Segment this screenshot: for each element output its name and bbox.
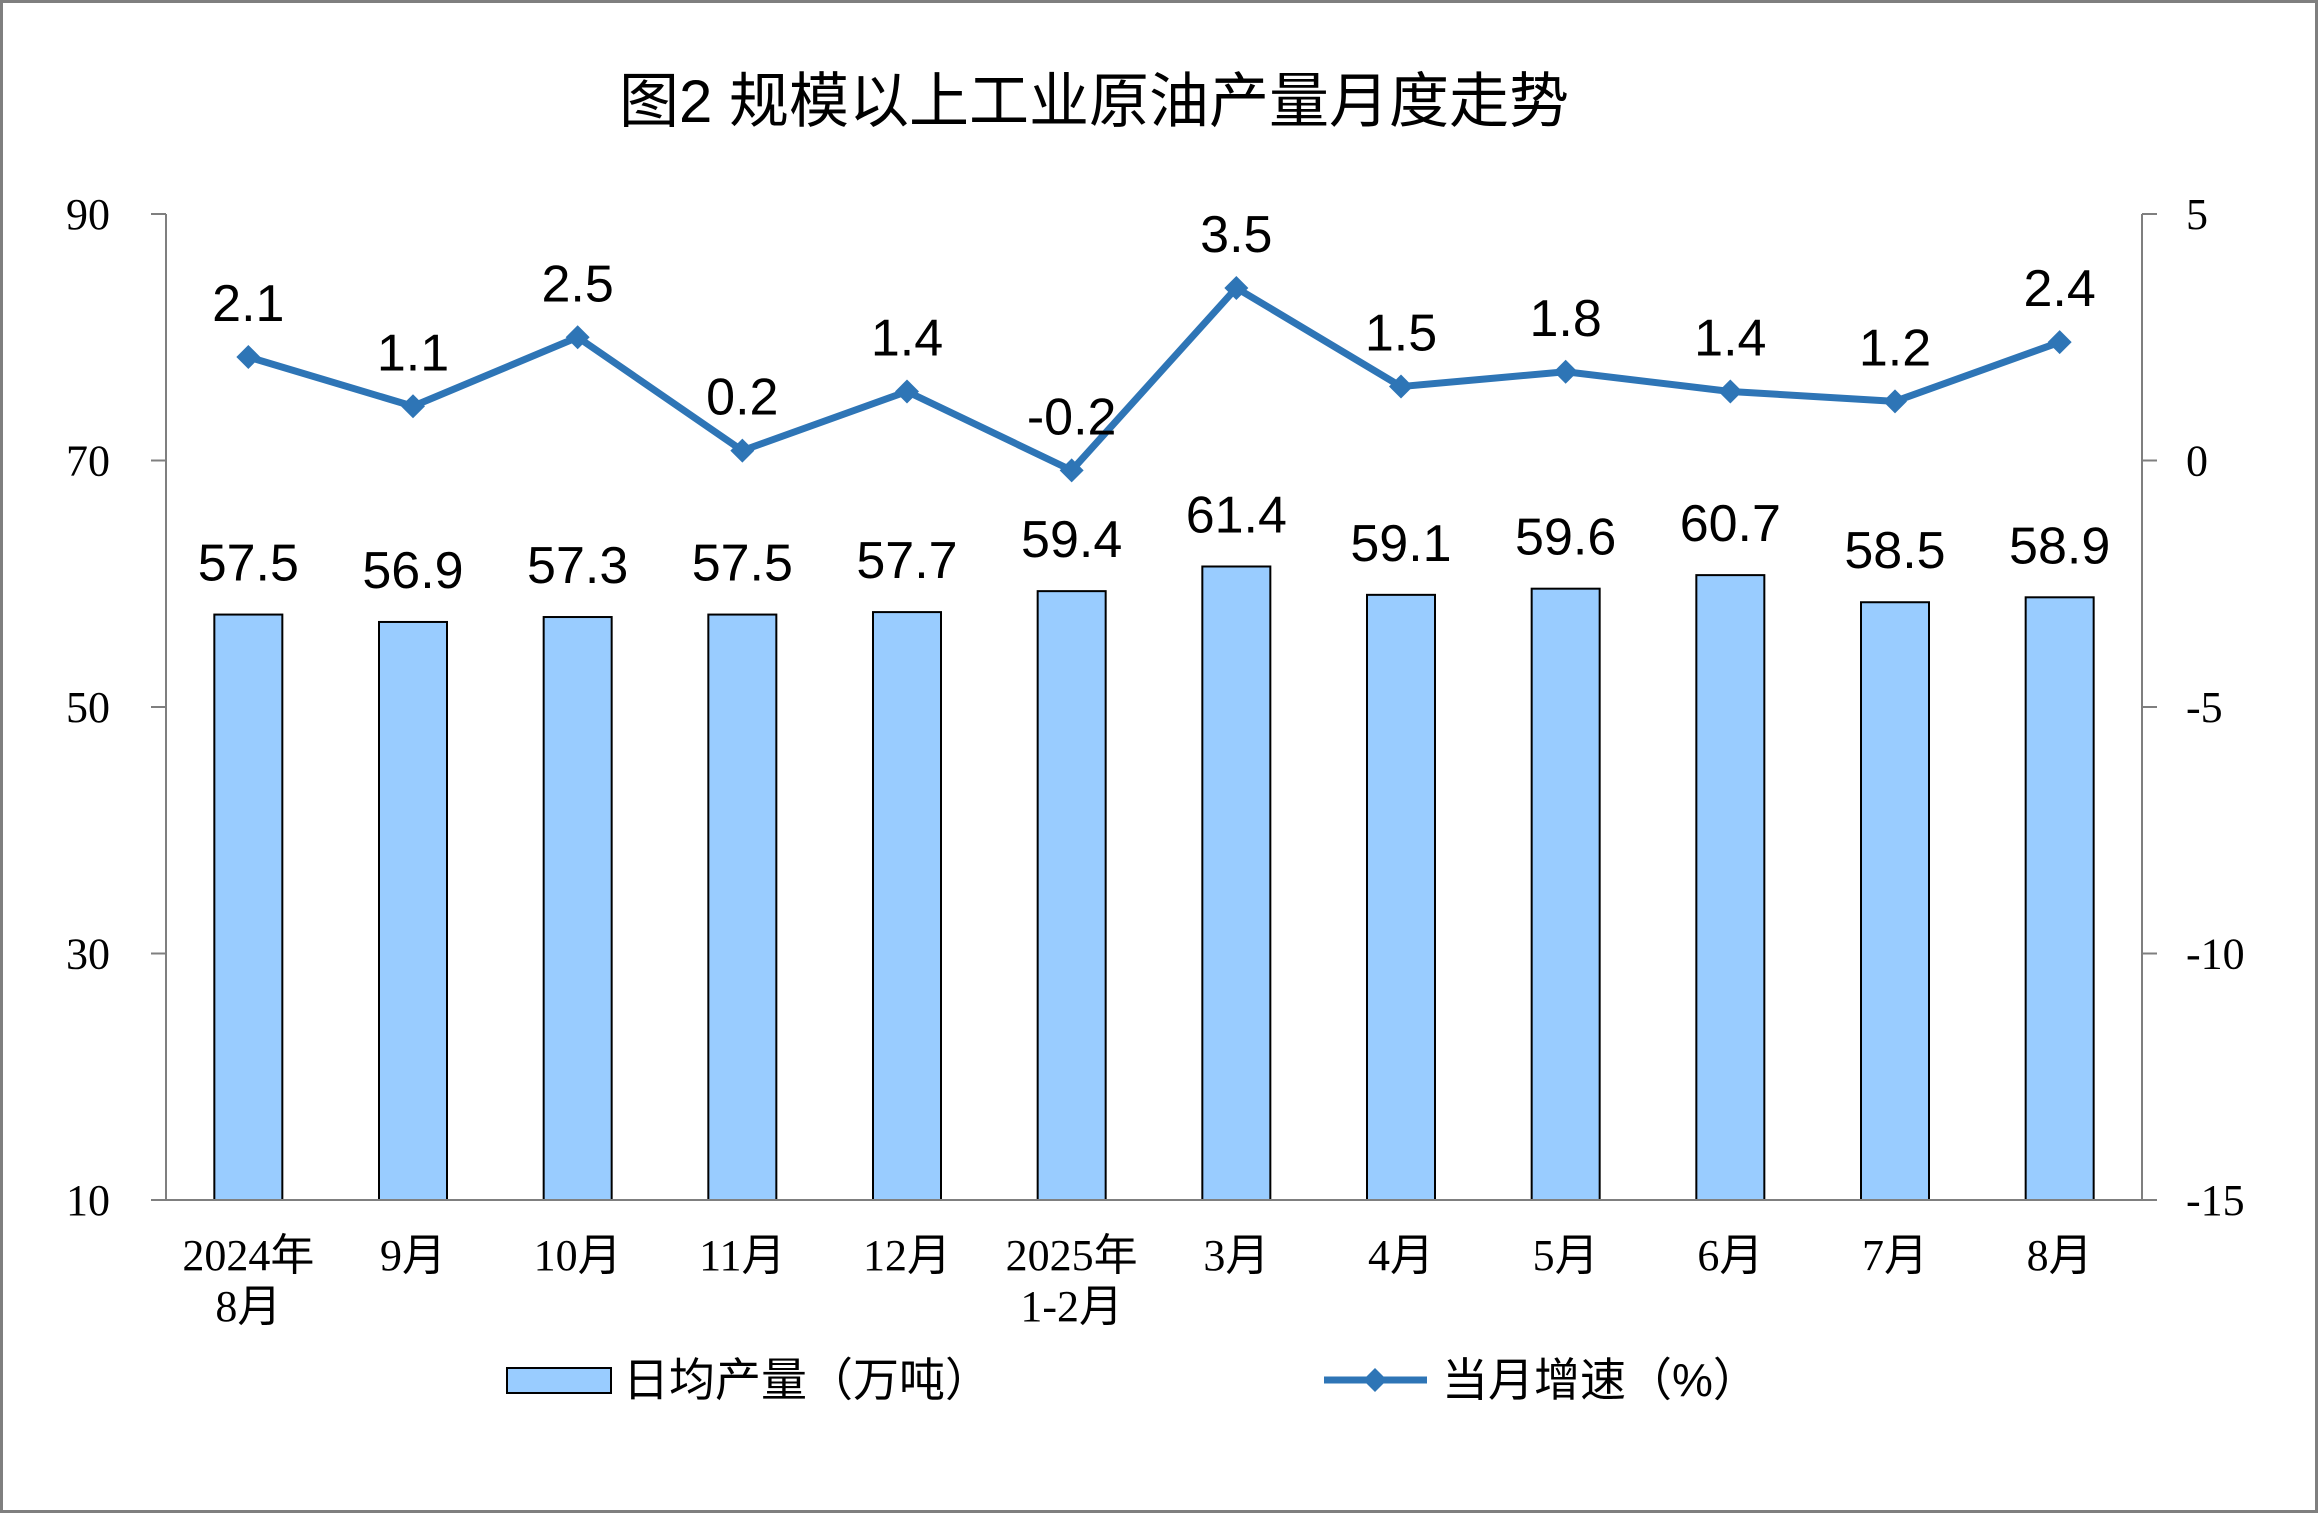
bar-value-label-6: 59.4 (1021, 511, 1122, 569)
bar-value-label-3: 57.3 (527, 537, 628, 595)
legend-diamond-marker (1363, 1368, 1387, 1392)
growth-value-label-6: -0.2 (1027, 388, 1117, 446)
growth-value-label-3: 2.5 (542, 255, 614, 313)
data-labels: 57.5 56.9 57.3 57.5 57.7 59.4 61.4 59.1 59.6 60.7… (198, 206, 2111, 600)
growth-point-12 (2047, 330, 2072, 355)
growth-point-8 (1389, 374, 1413, 399)
bar-6 (1036, 590, 1107, 1201)
growth-point-7 (1224, 275, 1249, 300)
left-tick-label-1: 10 (66, 1176, 110, 1225)
growth-line (247, 284, 2061, 474)
bar-value-label-12: 58.9 (2009, 517, 2110, 575)
right-tick-label-2: -10 (2186, 930, 2245, 979)
bar-11 (1860, 601, 1930, 1201)
x-tick-label-8: 4月 (1368, 1231, 1434, 1280)
x-tick-label-10: 6月 (1697, 1231, 1763, 1280)
bar-value-label-5: 57.7 (856, 532, 957, 590)
bar-value-label-4: 57.5 (692, 535, 793, 593)
bar-value-label-7: 61.4 (1186, 486, 1287, 544)
x-tick-label-5: 12月 (863, 1231, 951, 1280)
left-tick-label-3: 50 (66, 683, 110, 732)
x-tick-label-4: 11月 (699, 1231, 785, 1280)
growth-point-3 (565, 325, 590, 350)
axes: 10 30 50 70 90 -15 -10 -5 0 5 2024年 8月 9月 10月 11月 12月 20… (66, 190, 2245, 1331)
right-tick-label-5: 5 (2186, 190, 2208, 239)
x-tick-label-9: 5月 (1533, 1231, 1599, 1280)
growth-value-label-9: 1.8 (1530, 290, 1602, 348)
bar-value-label-10: 60.7 (1680, 495, 1781, 553)
x-tick-label-1: 2024年 8月 (182, 1231, 314, 1331)
growth-point-4 (730, 438, 755, 463)
growth-point-9 (1553, 359, 1578, 384)
x-tick-label-11: 7月 (1862, 1231, 1928, 1280)
left-tick-label-2: 30 (66, 930, 110, 979)
bar-4 (707, 613, 778, 1201)
bar-value-label-8: 59.1 (1350, 515, 1451, 573)
right-tick-label-1: -15 (2186, 1176, 2245, 1225)
bar-12 (2024, 596, 2095, 1201)
growth-point-11 (1883, 389, 1907, 414)
x-tick-label-6: 2025年 1-2月 (1006, 1231, 1138, 1331)
growth-value-label-7: 3.5 (1200, 206, 1272, 264)
chart-title: 图2 规模以上工业原油产量月度走势 (619, 68, 1569, 135)
bar-10 (1695, 574, 1766, 1201)
growth-value-label-12: 2.4 (2024, 260, 2096, 318)
growth-value-label-4: 0.2 (706, 369, 778, 427)
bar-5 (872, 611, 942, 1201)
x-tick-label-2: 9月 (380, 1231, 446, 1280)
growth-point-6 (1059, 458, 1084, 483)
right-tick-label-4: 0 (2186, 437, 2208, 486)
legend-bar-swatch (506, 1367, 612, 1394)
bar-2 (378, 620, 448, 1201)
bar-8 (1366, 593, 1436, 1201)
bar-value-label-2: 56.9 (362, 542, 463, 600)
growth-point-5 (895, 379, 919, 404)
bar-value-label-9: 59.6 (1515, 509, 1616, 567)
left-tick-label-5: 90 (66, 190, 110, 239)
growth-value-label-1: 2.1 (212, 275, 284, 333)
bar-value-label-11: 58.5 (1844, 522, 1945, 580)
bar-3 (542, 616, 613, 1201)
line-series (236, 275, 2072, 483)
x-tick-label-3: 10月 (534, 1231, 622, 1280)
bar-series (213, 565, 2095, 1201)
x-tick-label-12: 8月 (2027, 1231, 2093, 1280)
growth-value-label-2: 1.1 (377, 324, 449, 382)
bar-1 (213, 613, 284, 1201)
bar-9 (1530, 587, 1601, 1201)
legend-bar-label: 日均产量（万吨） (623, 1354, 991, 1406)
growth-value-label-11: 1.2 (1859, 319, 1931, 377)
growth-point-2 (401, 394, 425, 419)
right-tick-label-3: -5 (2186, 683, 2223, 732)
growth-point-1 (236, 344, 261, 369)
left-tick-label-4: 70 (66, 437, 110, 486)
x-tick-label-7: 3月 (1203, 1231, 1269, 1280)
bar-7 (1201, 565, 1272, 1201)
legend: 日均产量（万吨） 当月增速（%） (506, 1354, 1759, 1406)
legend-line-label: 当月增速（%） (1442, 1354, 1759, 1406)
growth-value-label-5: 1.4 (871, 309, 943, 367)
growth-value-label-10: 1.4 (1694, 309, 1766, 367)
bar-value-label-1: 57.5 (198, 535, 299, 593)
growth-value-label-8: 1.5 (1365, 305, 1437, 363)
growth-point-10 (1718, 379, 1743, 404)
